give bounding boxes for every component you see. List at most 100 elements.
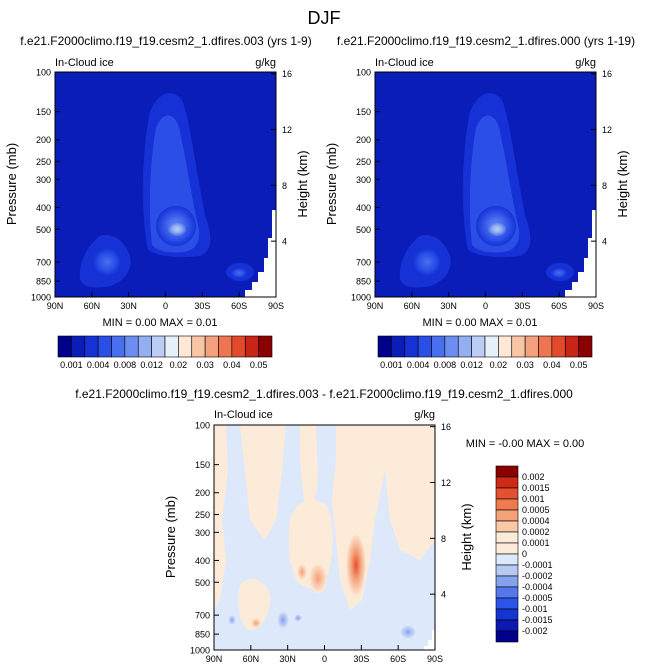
diff-colorbar-label: 0.0005 (522, 505, 550, 515)
left-colorbar-swatch (178, 335, 193, 358)
left-colorbar-swatch (231, 335, 246, 358)
right-tower-max (488, 222, 506, 236)
diff-colorbar-swatch (495, 498, 519, 511)
diff-positive-band-1 (214, 425, 228, 610)
diff-panel: f.e21.F2000climo.f19_f19.cesm2_1.dfires.… (75, 387, 584, 664)
diff-positive-band-2 (240, 425, 286, 540)
diff-y-tick-label: 1000 (190, 646, 210, 656)
right-contour-field (375, 72, 596, 297)
diff-colorbar-swatch (495, 531, 519, 544)
right-panel-title: f.e21.F2000climo.f19_f19.cesm2_1.dfires.… (337, 34, 635, 48)
diff-negative-1 (277, 611, 289, 629)
left-x-tick-label: 90S (268, 301, 284, 311)
diff-colorbar-swatch (495, 542, 519, 555)
right-colorbar-label: 0.04 (543, 360, 561, 370)
right-x-tick-label: 90S (588, 301, 604, 311)
right-y-tick-label: 150 (356, 107, 371, 117)
right-y-tick-label: 250 (356, 157, 371, 167)
left-y-tick-label: 200 (36, 135, 51, 145)
diff-negative-4 (294, 614, 302, 622)
diff-colorbar-swatch (495, 465, 519, 478)
right-y2-ticks: 16 12 8 4 (591, 69, 612, 247)
left-colorbar-swatch (218, 335, 233, 358)
diff-y2-tick-label: 16 (441, 422, 451, 432)
right-y2-tick-label: 4 (602, 237, 607, 247)
left-colorbar: 0.001 0.004 0.008 0.012 0.02 0.03 0.04 0.05 (57, 335, 273, 370)
right-colorbar-swatch (377, 335, 392, 358)
right-y-tick-label: 100 (356, 68, 371, 78)
left-colorbar-label: 0.03 (196, 360, 214, 370)
diff-colorbar-swatch (495, 630, 519, 643)
diff-positive-tertiary (297, 564, 307, 580)
right-sh-core (551, 268, 567, 278)
left-colorbar-swatch (191, 335, 206, 358)
diff-colorbar-label: -0.001 (522, 604, 548, 614)
diff-colorbar-label: -0.002 (522, 626, 548, 636)
left-y2-tick-label: 8 (282, 181, 287, 191)
left-colorbar-swatch (258, 335, 273, 358)
diff-y2-ticks: 16 12 8 4 (430, 422, 451, 600)
left-colorbar-label: 0.004 (87, 360, 110, 370)
right-colorbar-swatch (444, 335, 459, 358)
left-colorbar-swatch (137, 335, 152, 358)
diff-x-tick-label: 60N (243, 654, 260, 664)
right-x-tick-label: 60N (404, 301, 421, 311)
diff-negative-2 (400, 625, 416, 639)
diff-colorbar-swatch (495, 619, 519, 632)
right-y2-axis-label: Height (km) (615, 150, 630, 217)
left-colorbar-swatch (151, 335, 166, 358)
diff-colorbar-label: 0.001 (522, 494, 545, 504)
right-y-tick-label: 200 (356, 135, 371, 145)
left-colorbar-swatch (124, 335, 139, 358)
right-y-axis-label: Pressure (mb) (324, 143, 339, 225)
right-colorbar-swatch (404, 335, 419, 358)
right-y-tick-label: 400 (356, 203, 371, 213)
diff-x-tick-label: 30N (279, 654, 296, 664)
right-x-tick-label: 90N (367, 301, 384, 311)
diff-colorbar-swatch (495, 608, 519, 621)
diff-colorbar-label: 0.0004 (522, 516, 550, 526)
right-colorbar-swatch (551, 335, 566, 358)
left-x-tick-label: 30S (194, 301, 210, 311)
left-y-tick-label: 500 (36, 225, 51, 235)
diff-positive-band-3 (300, 425, 318, 520)
left-y2-tick-label: 4 (282, 237, 287, 247)
right-y-tick-label: 700 (356, 258, 371, 268)
left-x-ticks: 90N 60N 30N 0 30S 60S 90S (47, 292, 284, 311)
diff-y2-tick-label: 8 (441, 534, 446, 544)
right-y2-tick-label: 12 (602, 125, 612, 135)
diff-y-tick-label: 400 (195, 556, 210, 566)
left-y-tick-label: 1000 (31, 293, 51, 303)
diff-y2-tick-label: 12 (441, 478, 451, 488)
diff-y-tick-label: 150 (195, 460, 210, 470)
left-colorbar-swatch (244, 335, 259, 358)
right-y-tick-label: 500 (356, 225, 371, 235)
diff-positive-max (346, 533, 366, 597)
diff-colorbar-swatch (495, 553, 519, 566)
left-colorbar-swatch (111, 335, 126, 358)
diff-y-tick-label: 200 (195, 488, 210, 498)
diff-x-tick-label: 0 (322, 654, 327, 664)
diff-colorbar-swatch (495, 487, 519, 500)
right-x-ticks: 90N 60N 30N 0 30S 60S 90S (367, 292, 604, 311)
diff-colorbar-label: -0.0015 (522, 615, 553, 625)
left-tower-mid (163, 136, 181, 184)
diff-colorbar-label: -0.0004 (522, 582, 553, 592)
right-x-tick-label: 60S (551, 301, 567, 311)
diff-colorbar-swatch (495, 597, 519, 610)
left-nh-core (93, 248, 121, 276)
diff-y-axis-label: Pressure (mb) (163, 496, 178, 578)
diff-panel-field: In-Cloud ice (214, 409, 273, 421)
diff-minmax: MIN = -0.00 MAX = 0.00 (466, 438, 585, 450)
left-panel: f.e21.F2000climo.f19_f19.cesm2_1.dfires.… (4, 34, 312, 329)
diff-x-tick-label: 30S (353, 654, 369, 664)
diff-contour-field (214, 425, 435, 650)
left-y-tick-label: 400 (36, 203, 51, 213)
diff-x-tick-label: 90N (206, 654, 223, 664)
left-colorbar-label: 0.05 (250, 360, 268, 370)
diff-y-ticks: 100 150 200 250 300 400 500 700 850 1000 (190, 421, 219, 656)
left-x-tick-label: 30N (120, 301, 137, 311)
diff-colorbar-label: 0 (522, 549, 527, 559)
diff-colorbar-label: 0.0015 (522, 483, 550, 493)
right-colorbar-label: 0.001 (380, 360, 403, 370)
